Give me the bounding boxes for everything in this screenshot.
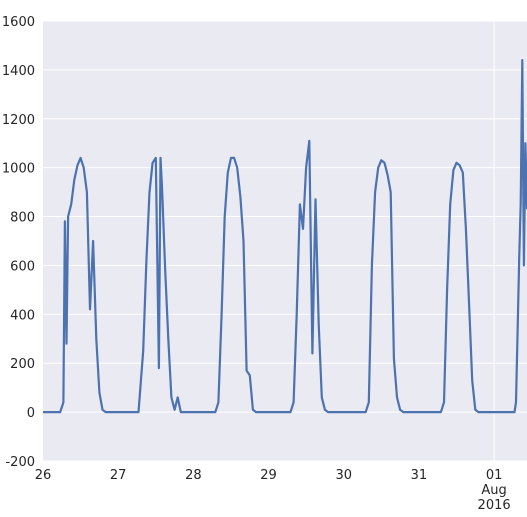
x-tick-label: 28 [185, 468, 202, 483]
x-tick-sublabel: 2016 [478, 498, 511, 513]
x-tick-label: 01 [486, 468, 503, 483]
y-tick-label: 200 [10, 357, 35, 372]
y-tick-label: 1600 [2, 15, 35, 30]
y-tick-label: 1200 [2, 113, 35, 128]
x-tick-label: 27 [110, 468, 127, 483]
plot-background [43, 21, 527, 461]
x-tick-label: 30 [335, 468, 352, 483]
y-tick-label: 0 [27, 406, 35, 421]
x-tick-label: 29 [260, 468, 277, 483]
y-tick-label: -200 [5, 455, 35, 470]
y-tick-label: 1000 [2, 162, 35, 177]
y-tick-label: 800 [10, 211, 35, 226]
x-tick-label: 26 [35, 468, 52, 483]
x-tick-label: 31 [411, 468, 428, 483]
series-line [43, 59, 527, 414]
x-tick-sublabel: Aug [481, 483, 506, 498]
y-tick-label: 400 [10, 308, 35, 323]
y-axis-tick-labels: -200 0 200 400 600 800 1000 1200 1400 1600 [2, 15, 35, 470]
y-tick-label: 1400 [2, 64, 35, 79]
y-tick-label: 600 [10, 259, 35, 274]
